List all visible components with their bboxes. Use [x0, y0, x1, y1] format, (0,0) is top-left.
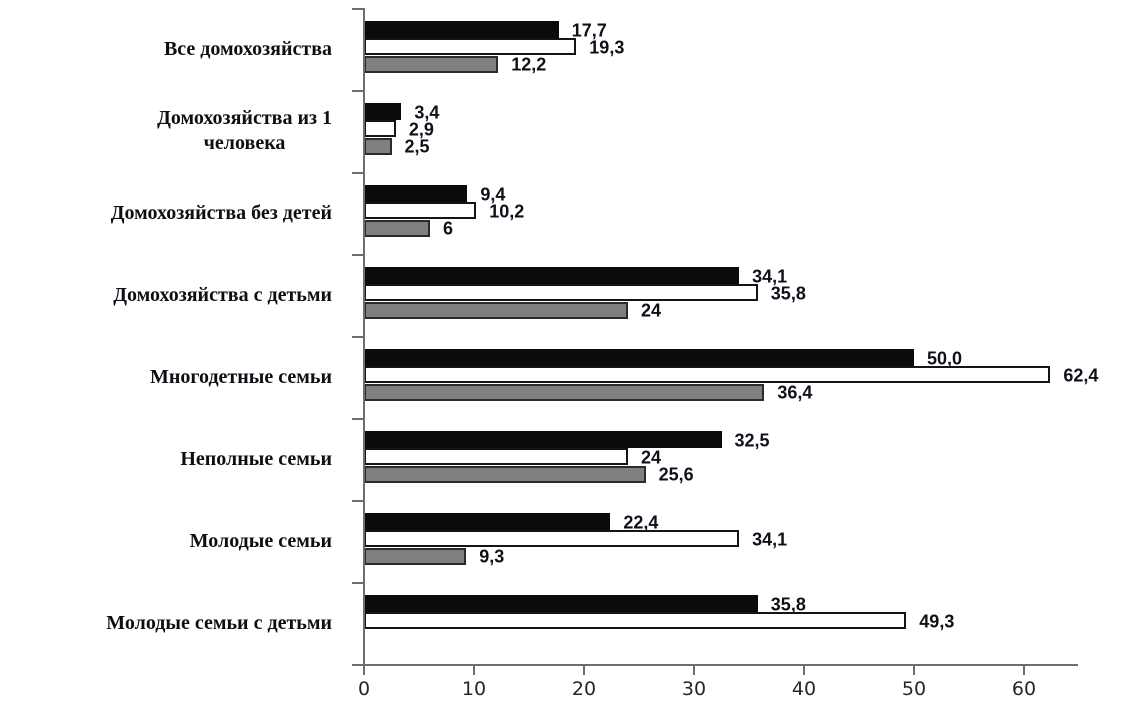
bar-gray [364, 137, 392, 155]
value-label: 32,5 [734, 430, 770, 450]
value-label: 10,2 [489, 201, 525, 222]
x-tick-label: 0 [357, 678, 371, 700]
bar-white [364, 120, 396, 138]
bar-gray [364, 55, 498, 73]
category-label: Все домохозяйства [163, 37, 332, 60]
value-label: 24 [641, 447, 662, 468]
y-axis-tick [352, 336, 363, 338]
value-label: 9,3 [479, 546, 505, 567]
value-label: 25,6 [658, 464, 694, 485]
value-label: 35,8 [770, 594, 806, 614]
x-tick-label: 60 [1011, 678, 1037, 700]
y-axis-tick [352, 418, 363, 420]
bar-black [364, 21, 559, 38]
y-axis-tick [352, 254, 363, 256]
x-tick-label: 20 [571, 678, 597, 700]
x-tick-label: 10 [461, 678, 487, 700]
x-axis-tick [693, 666, 695, 675]
value-label: 49,3 [919, 611, 955, 632]
value-label: 17,7 [571, 20, 607, 40]
category-label: Молодые семьи с детьми [106, 611, 332, 634]
value-label: 19,3 [589, 37, 625, 58]
bar-white [364, 284, 758, 302]
bar-black [364, 595, 758, 612]
category-label: Домохозяйства без детей [110, 201, 332, 224]
bar-black [364, 431, 722, 448]
value-label: 3,4 [414, 102, 440, 122]
bar-gray [364, 547, 466, 565]
bar-black [364, 103, 401, 120]
bar-black [364, 267, 739, 284]
y-axis-tick [352, 500, 363, 502]
bar-gray [364, 219, 430, 237]
bar-black [364, 185, 467, 202]
value-label: 34,1 [752, 529, 788, 550]
bar-gray [364, 465, 646, 483]
x-axis-tick [473, 666, 475, 675]
value-label: 2,5 [404, 136, 430, 157]
x-tick-label: 50 [901, 678, 927, 700]
value-label: 9,4 [480, 184, 506, 204]
value-label: 36,4 [777, 382, 813, 403]
value-label: 35,8 [770, 283, 806, 304]
bar-white [364, 366, 1050, 384]
value-label: 34,1 [752, 266, 788, 286]
category-label: Многодетные семьи [150, 365, 332, 388]
value-label: 24 [641, 300, 662, 321]
value-label: 2,9 [408, 119, 434, 140]
y-axis-tick [352, 8, 363, 10]
y-axis-tick [352, 582, 363, 584]
bar-black [364, 349, 914, 366]
x-axis-tick [1023, 666, 1025, 675]
x-axis-tick [583, 666, 585, 675]
x-axis-tick [363, 666, 365, 675]
bar-white [364, 612, 906, 630]
bar-black [364, 513, 610, 530]
value-label: 50,0 [927, 348, 963, 368]
x-axis-tick [803, 666, 805, 675]
x-axis-tick [913, 666, 915, 675]
y-axis-tick [352, 172, 363, 174]
bar-gray [364, 301, 628, 319]
value-label: 62,4 [1063, 365, 1099, 386]
category-label: Молодые семьи [189, 529, 332, 552]
value-label: 6 [443, 218, 454, 239]
bar-white [364, 38, 576, 56]
bar-gray [364, 383, 764, 401]
bar-white [364, 202, 476, 220]
value-label: 22,4 [623, 512, 659, 532]
category-label: Неполные семьи [180, 447, 332, 470]
value-label: 12,2 [511, 54, 547, 75]
y-axis-line [363, 8, 365, 664]
bar-white [364, 530, 739, 548]
x-axis-line [352, 664, 1078, 666]
bar-white [364, 448, 628, 466]
x-tick-label: 40 [791, 678, 817, 700]
y-axis-tick [352, 90, 363, 92]
category-label: Домохозяйства из 1 человека [157, 107, 332, 154]
x-tick-label: 30 [681, 678, 707, 700]
category-label: Домохозяйства с детьми [113, 283, 332, 306]
